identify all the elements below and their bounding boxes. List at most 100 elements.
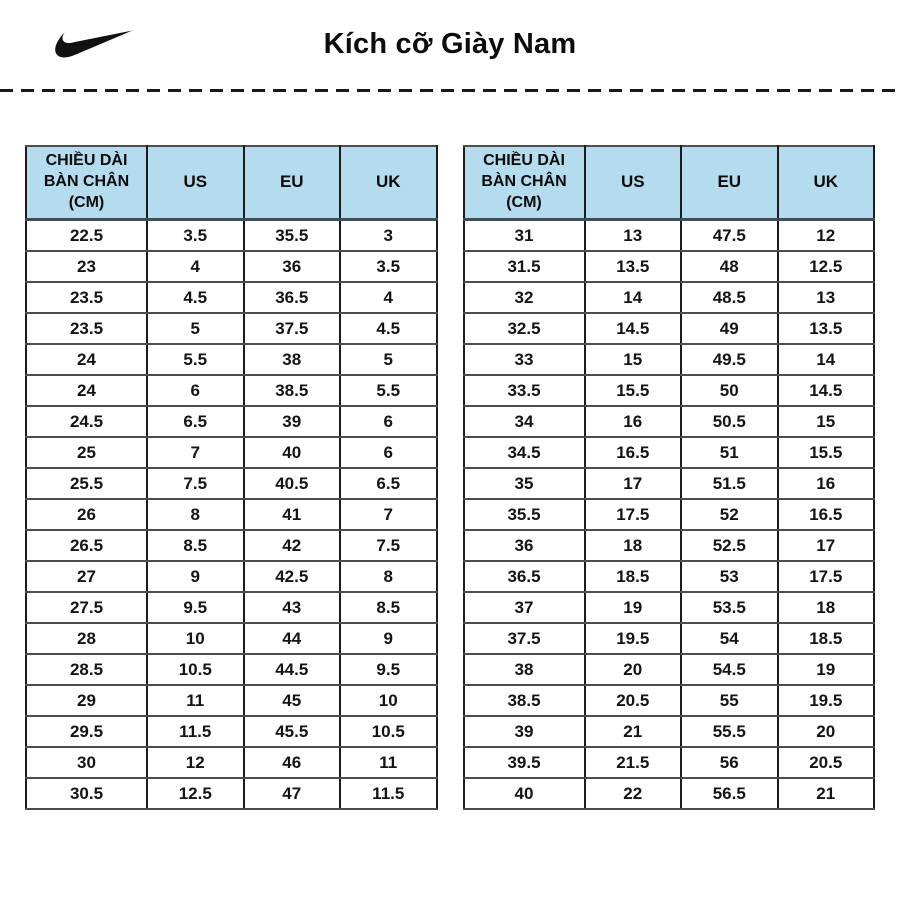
- size-row: 34 16 50.5 15: [462, 405, 875, 438]
- size-cell: 4.5: [339, 312, 438, 345]
- size-cell: 18.5: [776, 622, 875, 655]
- column-header-us: US: [146, 145, 245, 221]
- size-cell: 18: [583, 529, 682, 562]
- size-cell: 36.5: [242, 281, 341, 314]
- size-cell: 24: [25, 374, 148, 407]
- size-cell: 16: [776, 467, 875, 500]
- size-cell: 31: [462, 218, 586, 252]
- size-cell: 22: [583, 777, 682, 810]
- size-cell: 36.5: [462, 560, 586, 593]
- size-cell: 17: [776, 529, 875, 562]
- size-cell: 6.5: [339, 467, 438, 500]
- size-cell: 5.5: [146, 343, 245, 376]
- size-cell: 18: [776, 591, 875, 624]
- size-cell: 39: [462, 715, 586, 748]
- size-cell: 6: [146, 374, 245, 407]
- size-cell: 44: [242, 622, 341, 655]
- size-cell: 14.5: [776, 374, 875, 407]
- size-cell: 52: [680, 498, 779, 531]
- size-cell: 44.5: [242, 653, 341, 686]
- size-cell: 5.5: [339, 374, 438, 407]
- size-cell: 5: [146, 312, 245, 345]
- size-cell: 38: [242, 343, 341, 376]
- size-cell: 7: [339, 498, 438, 531]
- size-cell: 11: [339, 746, 438, 779]
- size-cell: 56.5: [680, 777, 779, 810]
- size-row: 27 9 42.5 8: [25, 560, 438, 593]
- size-cell: 10: [339, 684, 438, 717]
- size-cell: 37: [462, 591, 586, 624]
- size-cell: 16.5: [583, 436, 682, 469]
- size-cell: 20.5: [583, 684, 682, 717]
- size-cell: 3: [339, 218, 438, 252]
- size-row: 39.5 21.5 56 20.5: [462, 746, 875, 779]
- size-cell: 40: [242, 436, 341, 469]
- size-row: 24 6 38.5 5.5: [25, 374, 438, 407]
- size-row: 25.5 7.5 40.5 6.5: [25, 467, 438, 500]
- size-cell: 13.5: [776, 312, 875, 345]
- size-cell: 12: [776, 218, 875, 252]
- size-cell: 16.5: [776, 498, 875, 531]
- size-cell: 19.5: [583, 622, 682, 655]
- size-cell: 4: [146, 250, 245, 283]
- size-cell: 22.5: [25, 218, 148, 252]
- size-cell: 7.5: [339, 529, 438, 562]
- column-header-foot-length-cm: CHIỀU DÀI BÀN CHÂN (CM): [25, 145, 148, 221]
- size-cell: 46: [242, 746, 341, 779]
- size-cell: 51: [680, 436, 779, 469]
- size-cell: 48.5: [680, 281, 779, 314]
- size-cell: 8.5: [339, 591, 438, 624]
- size-table-right: CHIỀU DÀI BÀN CHÂN (CM) US EU UK 31 13 47.5 12 3…: [462, 145, 875, 810]
- size-cell: 15.5: [583, 374, 682, 407]
- size-cell: 28.5: [25, 653, 148, 686]
- size-cell: 53: [680, 560, 779, 593]
- dashed-divider: [0, 89, 900, 92]
- size-row: 32 14 48.5 13: [462, 281, 875, 314]
- size-cell: 25: [25, 436, 148, 469]
- size-row: 38.5 20.5 55 19.5: [462, 684, 875, 717]
- size-cell: 24.5: [25, 405, 148, 438]
- size-cell: 53.5: [680, 591, 779, 624]
- size-cell: 10: [146, 622, 245, 655]
- size-cell: 30.5: [25, 777, 148, 810]
- size-row: 23 4 36 3.5: [25, 250, 438, 283]
- column-header-row: CHIỀU DÀI BÀN CHÂN (CM) US EU UK: [25, 145, 438, 221]
- size-row: 25 7 40 6: [25, 436, 438, 469]
- size-cell: 13.5: [583, 250, 682, 283]
- size-cell: 17.5: [583, 498, 682, 531]
- size-cell: 49: [680, 312, 779, 345]
- size-cell: 11.5: [339, 777, 438, 810]
- size-cell: 17.5: [776, 560, 875, 593]
- size-row: 26.5 8.5 42 7.5: [25, 529, 438, 562]
- size-cell: 14.5: [583, 312, 682, 345]
- size-cell: 34: [462, 405, 586, 438]
- size-cell: 26: [25, 498, 148, 531]
- size-cell: 20.5: [776, 746, 875, 779]
- size-cell: 41: [242, 498, 341, 531]
- size-cell: 33.5: [462, 374, 586, 407]
- size-cell: 37.5: [242, 312, 341, 345]
- size-cell: 3.5: [339, 250, 438, 283]
- size-cell: 13: [583, 218, 682, 252]
- size-row: 35 17 51.5 16: [462, 467, 875, 500]
- size-cell: 47.5: [680, 218, 779, 252]
- size-cell: 11.5: [146, 715, 245, 748]
- size-cell: 38.5: [242, 374, 341, 407]
- size-row: 23.5 4.5 36.5 4: [25, 281, 438, 314]
- size-cell: 29.5: [25, 715, 148, 748]
- size-cell: 6: [339, 436, 438, 469]
- size-row: 32.5 14.5 49 13.5: [462, 312, 875, 345]
- size-row: 31.5 13.5 48 12.5: [462, 250, 875, 283]
- page-header: Kích cỡ Giày Nam: [0, 0, 900, 89]
- size-row: 24.5 6.5 39 6: [25, 405, 438, 438]
- size-row: 30 12 46 11: [25, 746, 438, 779]
- size-cell: 5: [339, 343, 438, 376]
- size-cell: 55.5: [680, 715, 779, 748]
- size-row: 31 13 47.5 12: [462, 218, 875, 252]
- size-cell: 8: [146, 498, 245, 531]
- size-cell: 47: [242, 777, 341, 810]
- size-cell: 28: [25, 622, 148, 655]
- nike-swoosh-icon: [55, 26, 133, 62]
- size-cell: 39.5: [462, 746, 586, 779]
- size-cell: 32.5: [462, 312, 586, 345]
